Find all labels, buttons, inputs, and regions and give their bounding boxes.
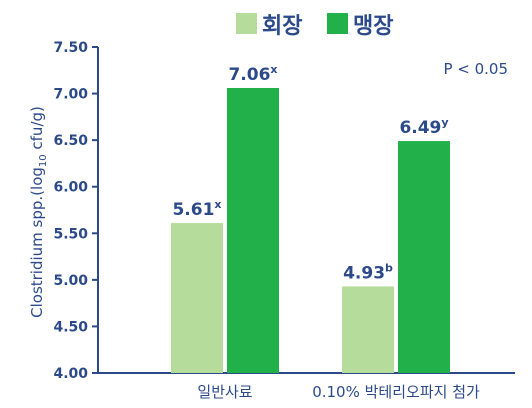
- data-label: 4.93b: [343, 261, 393, 283]
- y-tick-label: 4.00: [53, 366, 88, 382]
- bar-cecum-1: [398, 141, 450, 373]
- y-ticks: 4.00 4.50 5.00 5.50 6.00 6.50 7.00 7.50: [53, 40, 98, 382]
- bar-ileum-0: [171, 223, 223, 373]
- data-label: 7.06x: [228, 63, 277, 85]
- x-category-label: 0.10% 박테리오파지 첨가: [312, 383, 480, 401]
- legend-swatch-ileum: [236, 13, 257, 34]
- legend-label-ileum: 회장: [262, 14, 302, 39]
- bar-ileum-1: [342, 286, 394, 373]
- y-axis-title: Clostridium spp.(log10 cfu/g): [28, 106, 49, 318]
- y-tick-label: 4.50: [53, 319, 88, 335]
- y-tick-label: 7.50: [53, 40, 88, 56]
- bar-cecum-0: [227, 87, 279, 374]
- y-tick-label: 6.50: [53, 133, 88, 149]
- y-tick-label: 5.00: [53, 273, 88, 289]
- x-category-label: 일반사료: [197, 383, 252, 401]
- data-label: 6.49y: [399, 116, 448, 138]
- y-tick-label: 7.00: [53, 87, 88, 103]
- bars: 5.61x 7.06x 4.93b 6.49y: [171, 63, 450, 374]
- legend-label-cecum: 맹장: [353, 14, 393, 39]
- category-labels: 일반사료 0.10% 박테리오파지 첨가: [197, 383, 480, 401]
- y-tick-label: 5.50: [53, 226, 88, 242]
- significance-annotation: P < 0.05: [443, 60, 508, 78]
- y-tick-label: 6.00: [53, 180, 88, 196]
- legend: 회장 맹장: [236, 13, 393, 39]
- data-label: 5.61x: [172, 198, 221, 220]
- legend-swatch-cecum: [327, 13, 348, 34]
